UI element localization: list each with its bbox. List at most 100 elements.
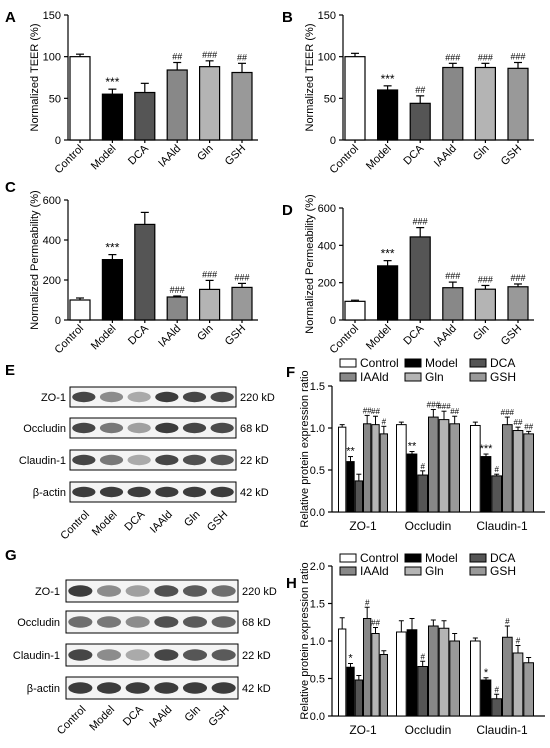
bar-D-4 <box>474 288 496 321</box>
bar-B-4 <box>474 66 496 141</box>
blot-band-E-1-0 <box>72 422 96 434</box>
annotation-H-2-4: # <box>516 637 521 646</box>
bar-F-0-0 <box>338 426 347 513</box>
bar-A-4 <box>199 66 221 141</box>
bar-H-0-3 <box>363 618 372 717</box>
blot-band-G-0-3 <box>154 585 179 597</box>
annotation-A-1: *** <box>105 75 119 89</box>
annotation-F-2-5: ## <box>524 422 533 431</box>
annotation-B-1: *** <box>381 72 395 86</box>
blot-protein-E-0: ZO-1 <box>41 392 66 404</box>
annotation-F-1-5: ## <box>450 407 459 416</box>
bar-F-1-2 <box>417 474 429 513</box>
bar-C-1 <box>101 259 124 321</box>
x-tick-label-B-3: IAAld <box>432 143 459 170</box>
bar-F-1-1 <box>406 453 418 513</box>
bar-H-2-1 <box>480 679 492 717</box>
annotation-H-2-1: * <box>484 667 489 679</box>
legend-swatch-F-0 <box>339 358 357 368</box>
legend-label-F-4: Gln <box>425 370 444 384</box>
annotation-B-3: ### <box>445 52 460 62</box>
blot-lane-E-1: Model <box>90 509 120 539</box>
x-tick-label-C-4: Gln <box>195 323 216 344</box>
blot-band-E-0-0 <box>72 391 96 403</box>
y-tick-label-D-3: 600 <box>318 203 336 215</box>
blot-band-G-1-3 <box>154 616 179 628</box>
blot-band-G-1-5 <box>211 616 236 628</box>
x-tick-label-B-1: Model <box>364 143 394 173</box>
x-tick-label-D-1: Model <box>364 323 394 353</box>
y-tick-label-A-1: 50 <box>49 93 61 105</box>
bar-F-0-1 <box>346 461 355 513</box>
bar-A-2 <box>134 91 156 141</box>
x-tick-label-D-4: Gln <box>471 323 492 344</box>
annotation-D-3: ### <box>445 271 460 281</box>
bar-F-1-3 <box>428 416 439 513</box>
y-tick-label-F-1: 0.5 <box>310 465 325 477</box>
blot-band-G-0-4 <box>182 585 208 597</box>
bar-B-1 <box>377 89 399 141</box>
x-tick-label-D-3: IAAld <box>432 323 459 350</box>
panel-label-B: B <box>282 9 293 26</box>
blot-protein-G-2: Claudin-1 <box>13 650 60 662</box>
y-tick-label-D-2: 400 <box>318 240 336 252</box>
blot-band-E-0-5 <box>210 391 234 403</box>
y-tick-label-H-2: 1.0 <box>310 636 325 648</box>
legend-swatch-H-2 <box>469 553 487 563</box>
annotation-A-3: ## <box>172 52 182 62</box>
legend-label-H-2: DCA <box>490 551 515 565</box>
x-tick-label-H-2: Claudin-1 <box>476 723 528 737</box>
bar-H-1-1 <box>406 629 418 717</box>
x-tick-label-H-1: Occludin <box>405 723 452 737</box>
panel-label-C: C <box>5 179 16 196</box>
y-axis-label-D: Normalized Permeability (%) <box>304 194 316 333</box>
x-tick-label-B-4: Gln <box>471 143 492 164</box>
bar-F-1-0 <box>396 424 407 513</box>
legend-swatch-F-1 <box>404 358 422 368</box>
y-tick-label-A-3: 150 <box>43 10 61 22</box>
y-tick-label-C-2: 400 <box>43 235 61 247</box>
bar-H-1-5 <box>449 640 461 717</box>
blot-lane-G-4: Gln <box>183 704 204 725</box>
blot-band-E-2-5 <box>210 454 234 466</box>
bar-H-0-5 <box>379 654 388 717</box>
annotation-F-1-2: # <box>420 462 425 471</box>
annotation-F-1-1: ** <box>408 441 417 453</box>
x-tick-label-B-0: Control <box>328 143 362 177</box>
annotation-F-0-4: ## <box>371 407 380 416</box>
y-tick-label-B-3: 150 <box>318 10 336 22</box>
blot-band-E-1-3 <box>155 422 179 434</box>
bar-H-2-0 <box>470 640 481 717</box>
bar-D-3 <box>442 287 464 321</box>
blot-size-E-0: 220 kD <box>240 392 275 404</box>
bar-D-2 <box>409 236 431 321</box>
legend-swatch-H-1 <box>404 553 422 563</box>
x-tick-label-D-0: Control <box>328 323 362 357</box>
bar-D-0 <box>344 300 366 321</box>
x-tick-label-A-4: Gln <box>195 143 216 164</box>
legend-swatch-H-5 <box>469 566 487 576</box>
legend-label-H-0: Control <box>360 551 399 565</box>
panel-label-G: G <box>5 547 17 564</box>
annotation-F-1-3: ### <box>427 401 441 410</box>
x-tick-label-A-3: IAAld <box>156 143 183 170</box>
blot-size-E-2: 22 kD <box>240 455 269 467</box>
x-tick-label-F-2: Claudin-1 <box>476 519 528 533</box>
annotation-C-5: ### <box>234 272 249 282</box>
bar-H-1-3 <box>428 625 439 717</box>
blot-band-G-2-2 <box>125 649 150 661</box>
blot-band-G-3-5 <box>211 682 236 694</box>
annotation-H-1-2: # <box>420 652 425 661</box>
bar-F-2-4 <box>512 430 524 513</box>
x-tick-label-C-1: Model <box>89 323 119 353</box>
annotation-H-2-3: # <box>505 617 510 626</box>
bar-F-0-5 <box>379 433 388 513</box>
blot-lane-G-3: IAAld <box>147 704 174 731</box>
y-tick-label-D-1: 200 <box>318 278 336 290</box>
x-tick-label-F-0: ZO-1 <box>349 519 377 533</box>
y-axis-label-A: Normalized TEER (%) <box>29 24 41 132</box>
bar-C-3 <box>166 296 188 321</box>
legend-label-F-2: DCA <box>490 356 515 370</box>
blot-size-E-3: 42 kD <box>240 487 269 499</box>
blot-lane-E-4: Gln <box>182 509 203 530</box>
